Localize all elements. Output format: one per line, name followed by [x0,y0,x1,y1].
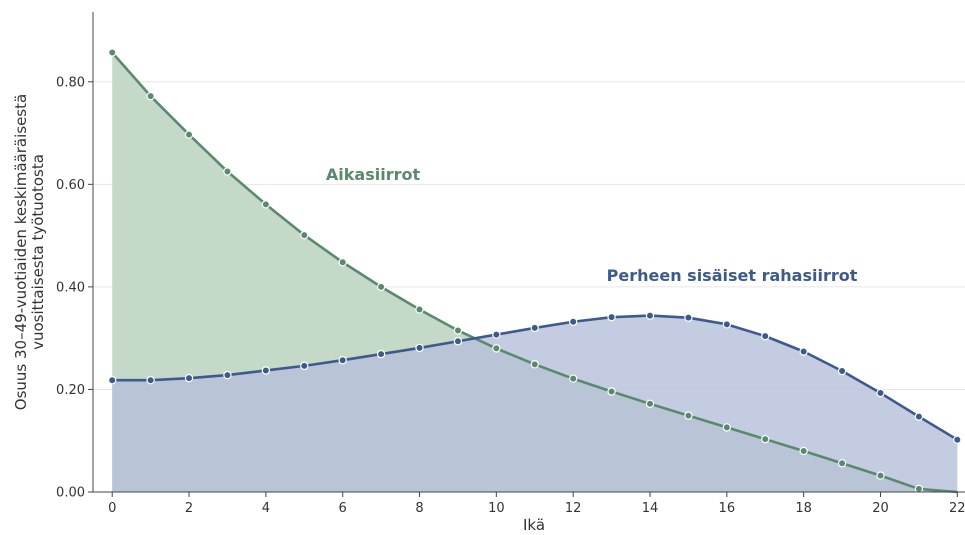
x-axis-title: Ikä [523,516,545,534]
data-point-aikasiirrot [376,282,386,292]
data-point-aikasiirrot [492,344,501,353]
axes [92,12,965,493]
x-tick-label: 10 [488,501,505,516]
data-point-rahasiirrot [645,311,655,320]
data-point-rahasiirrot [953,435,962,444]
data-point-rahasiirrot [568,317,578,326]
data-point-rahasiirrot [876,388,885,398]
data-point-rahasiirrot [530,323,539,333]
data-point-rahasiirrot [684,313,693,322]
x-tick-label: 8 [415,501,423,516]
data-point-rahasiirrot [722,320,732,329]
data-point-aikasiirrot [108,48,117,57]
x-tick-label: 2 [185,501,193,516]
data-point-aikasiirrot [146,91,155,101]
y-axis-title: Osuus 30–49-vuotiaiden keskimääräisestä … [12,94,47,410]
data-point-rahasiirrot [837,366,847,376]
x-tick-label: 16 [719,501,736,516]
y-axis-ticks: 0.00 0.20 0.40 0.60 0.80 [56,75,93,501]
x-tick-label: 22 [949,501,965,516]
data-point-aikasiirrot [876,471,885,480]
x-tick-label: 6 [339,501,347,516]
data-point-aikasiirrot [607,387,616,396]
data-point-aikasiirrot [300,230,309,240]
x-tick-label: 14 [642,501,659,516]
x-axis-ticks: 0 2 4 6 8 10 12 14 16 18 20 22 [108,492,965,516]
y-tick-label: 0.80 [56,75,85,90]
data-point-aikasiirrot [645,399,655,409]
data-point-aikasiirrot [837,459,847,468]
data-point-aikasiirrot [530,360,539,369]
data-point-rahasiirrot [453,337,463,346]
data-point-aikasiirrot [223,167,232,176]
y-tick-label: 0.20 [56,383,85,398]
data-point-aikasiirrot [761,434,770,444]
data-point-aikasiirrot [453,326,463,335]
x-tick-label: 0 [108,501,116,516]
x-tick-label: 18 [795,501,812,516]
data-point-aikasiirrot [722,423,732,432]
data-point-rahasiirrot [184,373,194,383]
data-point-rahasiirrot [799,347,808,356]
area-rahasiirrot [112,315,958,492]
x-tick-label: 12 [565,501,582,516]
data-point-rahasiirrot [146,376,155,385]
y-axis-title-line-2: vuosittaisesta työtuotosta [29,154,47,350]
y-tick-label: 0.00 [56,486,85,501]
data-point-rahasiirrot [415,343,424,353]
series-label-perheen-sisaiset-rahasiirrot: Perheen sisäiset rahasiirrot [607,266,858,285]
data-point-rahasiirrot [300,361,309,371]
data-point-rahasiirrot [376,349,386,359]
data-point-aikasiirrot [799,446,808,456]
data-point-rahasiirrot [761,331,770,341]
x-tick-label: 4 [262,501,270,516]
data-point-rahasiirrot [261,366,271,375]
data-point-rahasiirrot [914,412,924,421]
data-point-rahasiirrot [223,370,232,380]
data-points [108,48,962,494]
series-label-aikasiirrot: Aikasiirrot [326,165,421,184]
data-point-aikasiirrot [338,258,347,267]
data-point-aikasiirrot [184,130,194,139]
y-axis-title-line-1: Osuus 30–49-vuotiaiden keskimääräisestä [12,94,30,410]
data-point-aikasiirrot [914,484,924,494]
data-point-rahasiirrot [108,376,117,385]
y-tick-label: 0.60 [56,178,85,193]
data-point-rahasiirrot [338,356,347,365]
data-point-rahasiirrot [492,330,501,339]
data-point-aikasiirrot [568,374,578,383]
y-tick-label: 0.40 [56,280,85,295]
data-point-aikasiirrot [415,305,424,314]
data-point-rahasiirrot [607,312,616,322]
series-areas [112,52,958,493]
data-point-aikasiirrot [684,411,693,420]
x-tick-label: 20 [872,501,889,516]
data-point-aikasiirrot [261,200,271,209]
